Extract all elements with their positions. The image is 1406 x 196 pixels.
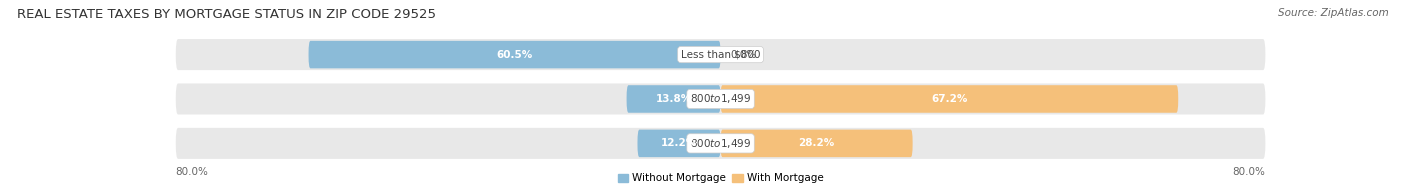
Text: 12.2%: 12.2% (661, 138, 697, 148)
Text: Source: ZipAtlas.com: Source: ZipAtlas.com (1278, 8, 1389, 18)
FancyBboxPatch shape (637, 130, 721, 157)
Text: $800 to $1,499: $800 to $1,499 (690, 137, 751, 150)
Legend: Without Mortgage, With Mortgage: Without Mortgage, With Mortgage (613, 169, 828, 187)
FancyBboxPatch shape (176, 39, 1265, 70)
FancyBboxPatch shape (627, 85, 721, 113)
Text: 0.0%: 0.0% (731, 50, 756, 60)
FancyBboxPatch shape (176, 128, 1265, 159)
Text: 80.0%: 80.0% (1233, 167, 1265, 177)
Text: REAL ESTATE TAXES BY MORTGAGE STATUS IN ZIP CODE 29525: REAL ESTATE TAXES BY MORTGAGE STATUS IN … (17, 8, 436, 21)
Text: Less than $800: Less than $800 (681, 50, 761, 60)
FancyBboxPatch shape (176, 83, 1265, 114)
Text: 13.8%: 13.8% (655, 94, 692, 104)
Text: 67.2%: 67.2% (931, 94, 967, 104)
FancyBboxPatch shape (308, 41, 721, 68)
Text: $800 to $1,499: $800 to $1,499 (690, 93, 751, 105)
Text: 60.5%: 60.5% (496, 50, 533, 60)
Text: 80.0%: 80.0% (176, 167, 208, 177)
Text: 28.2%: 28.2% (799, 138, 835, 148)
FancyBboxPatch shape (721, 130, 912, 157)
FancyBboxPatch shape (721, 85, 1178, 113)
